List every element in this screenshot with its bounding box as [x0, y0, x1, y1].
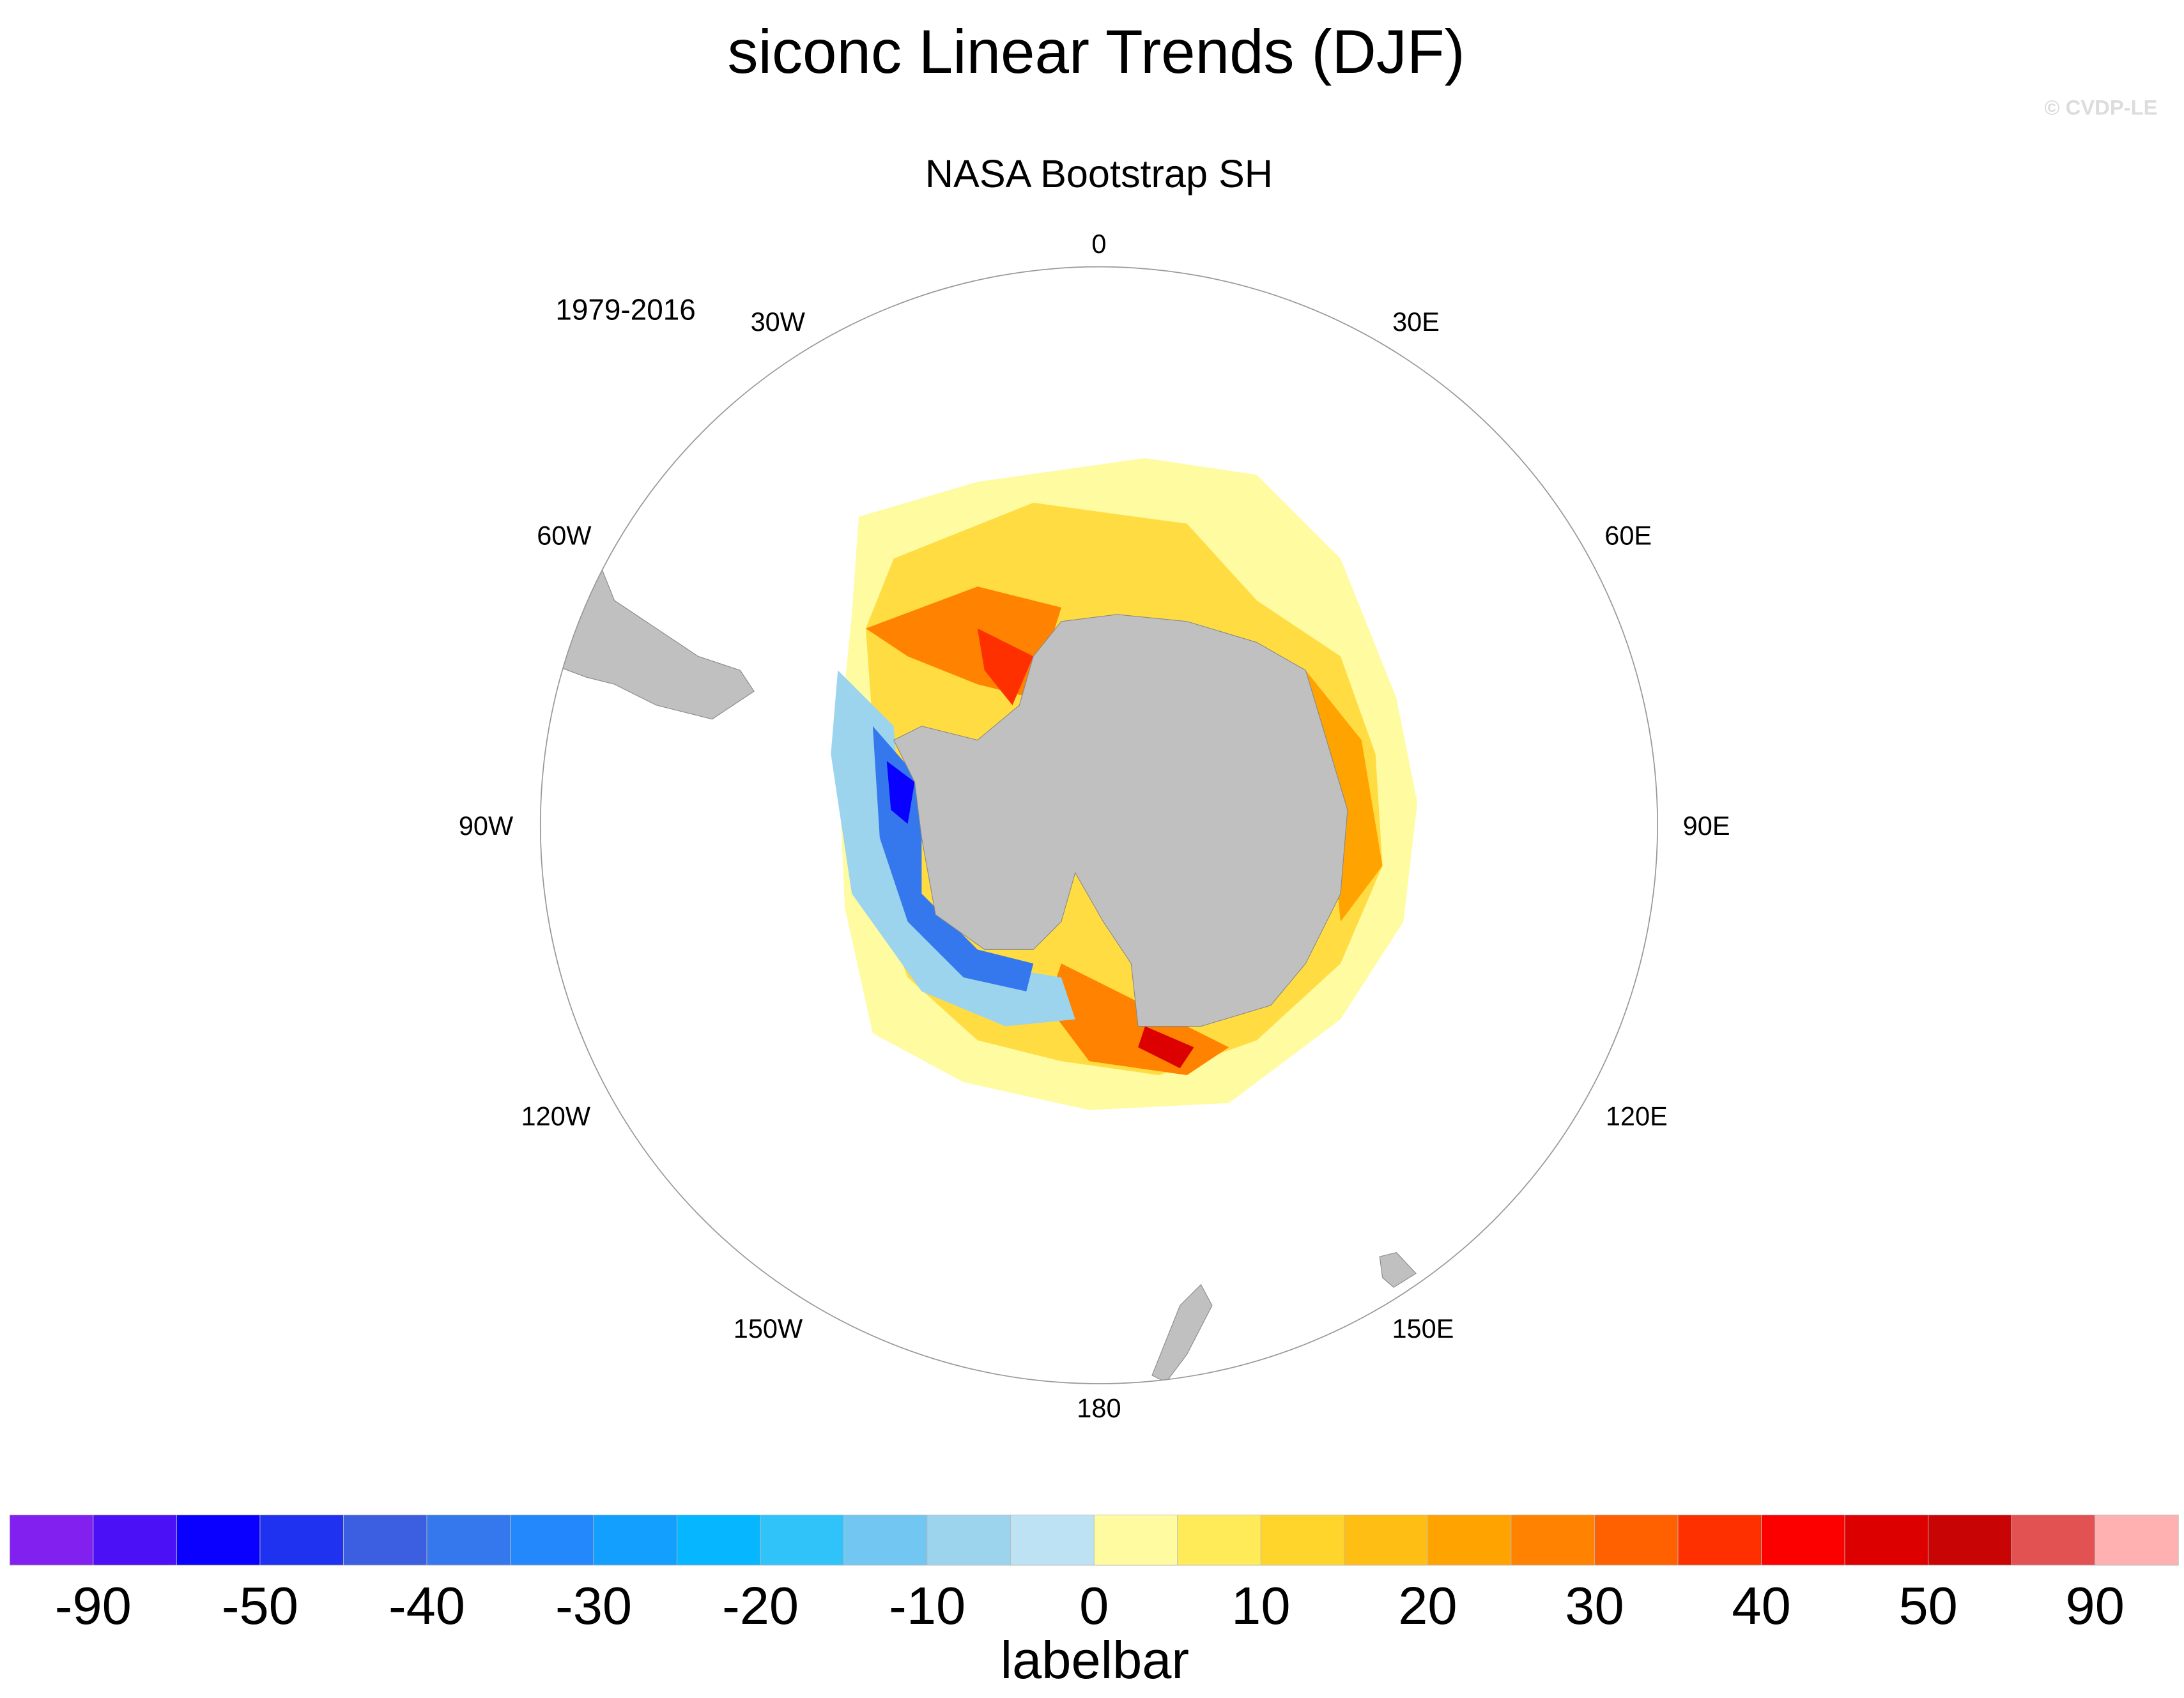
colorbar-box — [93, 1515, 177, 1566]
colorbar-tick-label: 90 — [2066, 1576, 2125, 1635]
land-south-america — [540, 565, 755, 720]
lon-label: 60E — [1604, 521, 1652, 551]
colorbar-tick-label: 0 — [1079, 1576, 1109, 1635]
lon-label: 120E — [1606, 1101, 1668, 1131]
colorbar-tick-label: -20 — [722, 1576, 799, 1635]
colorbar-box — [176, 1515, 261, 1566]
polar-map: 0 30E 60E 90E 120E 150E 180 150W 120W 90… — [459, 229, 1730, 1423]
colorbar-box — [760, 1515, 845, 1566]
land-tasmania — [1379, 1251, 1417, 1288]
copyright-watermark: © CVDP-LE — [2044, 95, 2157, 119]
colorbar-box — [1177, 1515, 1261, 1566]
colorbar-box — [343, 1515, 427, 1566]
lon-label: 150W — [734, 1313, 803, 1343]
colorbar-box — [1427, 1515, 1512, 1566]
lon-label: 60W — [537, 521, 592, 551]
colorbar-box — [1344, 1515, 1428, 1566]
lon-label: 90E — [1683, 811, 1730, 841]
colorbar-tick-label: -90 — [55, 1576, 132, 1635]
colorbar-box — [426, 1515, 511, 1566]
colorbar-box — [1594, 1515, 1679, 1566]
lon-label: 180 — [1077, 1393, 1121, 1423]
colorbar-box — [9, 1515, 94, 1566]
colorbar-box — [1511, 1515, 1595, 1566]
map-boundary — [539, 266, 1658, 1384]
colorbar-box — [1677, 1515, 1762, 1566]
lon-label: 120W — [521, 1101, 591, 1131]
colorbar-tick-labels: -90 -50 -40 -30 -20 -10 0 10 20 30 40 50 90 — [55, 1576, 2125, 1635]
colorbar-box — [2095, 1515, 2179, 1566]
period-label: 1979-2016 — [555, 293, 695, 326]
colorbar-tick-label: 40 — [1732, 1576, 1790, 1635]
colorbar-box — [677, 1515, 761, 1566]
figure-title: siconc Linear Trends (DJF) — [728, 18, 1465, 86]
lon-label: 0 — [1091, 229, 1106, 259]
colorbar-box — [1928, 1515, 2012, 1566]
map-subtitle: NASA Bootstrap SH — [925, 152, 1273, 195]
colorbar-tick-label: -10 — [889, 1576, 965, 1635]
lon-label: 30W — [751, 307, 806, 337]
colorbar-box — [1093, 1515, 1178, 1566]
colorbar-box — [593, 1515, 678, 1566]
colorbar-box — [1010, 1515, 1095, 1566]
land-new-zealand — [1151, 1283, 1213, 1383]
colorbar-tick-label: 30 — [1565, 1576, 1624, 1635]
land-antarctica — [893, 614, 1348, 1027]
colorbar-title: labelbar — [1001, 1630, 1189, 1690]
lon-label: 150E — [1392, 1313, 1454, 1343]
colorbar-tick-label: -30 — [555, 1576, 632, 1635]
lon-label: 30E — [1392, 307, 1440, 337]
colorbar-tick-label: -50 — [222, 1576, 298, 1635]
colorbar-box — [1844, 1515, 1929, 1566]
colorbar-box — [927, 1515, 1011, 1566]
colorbar-box — [843, 1515, 928, 1566]
colorbar-box — [2011, 1515, 2096, 1566]
colorbar-box — [1761, 1515, 1845, 1566]
colorbar-tick-label: -40 — [388, 1576, 465, 1635]
colorbar-box — [259, 1515, 344, 1566]
colorbar — [9, 1515, 2179, 1566]
colorbar-tick-label: 50 — [1898, 1576, 1957, 1635]
colorbar-box — [510, 1515, 594, 1566]
colorbar-box — [1260, 1515, 1345, 1566]
colorbar-tick-label: 10 — [1231, 1576, 1290, 1635]
lon-label: 90W — [459, 811, 514, 841]
colorbar-tick-label: 20 — [1398, 1576, 1457, 1635]
